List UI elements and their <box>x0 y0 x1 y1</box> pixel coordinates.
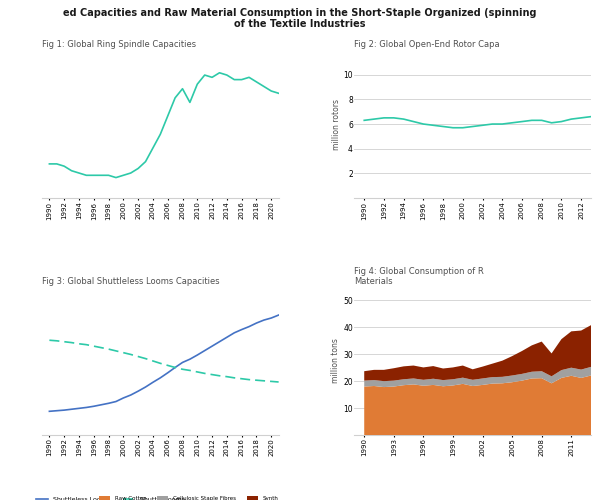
Shuttle Looms <box>46 337 53 343</box>
Shuttleless Looms <box>134 388 142 394</box>
Shuttle Looms <box>120 350 127 356</box>
Shuttle Looms <box>61 338 68 344</box>
Shuttle Looms <box>268 378 275 384</box>
Shuttle Looms <box>253 377 260 383</box>
Shuttle Looms <box>98 344 105 350</box>
Shuttleless Looms <box>275 312 282 318</box>
Shuttleless Looms <box>127 392 134 398</box>
Shuttleless Looms <box>164 370 172 376</box>
Shuttle Looms <box>223 374 230 380</box>
Shuttleless Looms <box>238 326 245 332</box>
Shuttle Looms <box>238 376 245 382</box>
Shuttle Looms <box>201 370 208 376</box>
Shuttle Looms <box>134 354 142 360</box>
Text: Fig 4: Global Consumption of R
Materials: Fig 4: Global Consumption of R Materials <box>355 266 484 286</box>
Shuttleless Looms <box>194 352 201 358</box>
Shuttleless Looms <box>230 330 238 336</box>
Shuttle Looms <box>230 375 238 381</box>
Shuttleless Looms <box>142 384 149 390</box>
Shuttleless Looms <box>208 343 215 349</box>
Shuttle Looms <box>76 341 83 347</box>
Shuttle Looms <box>275 379 282 385</box>
Shuttleless Looms <box>253 320 260 326</box>
Shuttle Looms <box>216 373 223 379</box>
Shuttle Looms <box>112 348 119 354</box>
Y-axis label: million tons: million tons <box>331 338 340 384</box>
Shuttleless Looms <box>201 348 208 354</box>
Shuttle Looms <box>260 378 268 384</box>
Shuttleless Looms <box>245 324 253 330</box>
Shuttleless Looms <box>83 404 90 410</box>
Text: Fig 1: Global Ring Spindle Capacities: Fig 1: Global Ring Spindle Capacities <box>42 40 196 49</box>
Shuttle Looms <box>90 343 97 349</box>
Y-axis label: million rotors: million rotors <box>332 98 341 150</box>
Shuttleless Looms <box>157 375 164 381</box>
Shuttle Looms <box>172 364 179 370</box>
Shuttleless Looms <box>268 315 275 321</box>
Shuttleless Looms <box>260 317 268 323</box>
Shuttleless Looms <box>76 406 83 411</box>
Shuttle Looms <box>208 372 215 378</box>
Shuttle Looms <box>186 368 193 374</box>
Shuttleless Looms <box>179 360 186 366</box>
Shuttleless Looms <box>186 356 193 362</box>
Legend: Shuttleless Looms, Shuttle Looms: Shuttleless Looms, Shuttle Looms <box>33 494 188 500</box>
Shuttleless Looms <box>46 408 53 414</box>
Shuttleless Looms <box>61 407 68 413</box>
Shuttle Looms <box>83 342 90 347</box>
Shuttle Looms <box>194 369 201 375</box>
Shuttle Looms <box>142 356 149 362</box>
Line: Shuttleless Looms: Shuttleless Looms <box>49 315 278 412</box>
Shuttleless Looms <box>98 402 105 408</box>
Shuttleless Looms <box>68 406 75 412</box>
Shuttleless Looms <box>149 380 157 386</box>
Shuttleless Looms <box>112 398 119 404</box>
Text: ed Capacities and Raw Material Consumption in the Short-Staple Organized (spinni: ed Capacities and Raw Material Consumpti… <box>63 8 537 18</box>
Shuttle Looms <box>164 362 172 368</box>
Shuttle Looms <box>105 346 112 352</box>
Shuttleless Looms <box>53 408 61 414</box>
Line: Shuttle Looms: Shuttle Looms <box>49 340 278 382</box>
Text: Fig 3: Global Shuttleless Looms Capacities: Fig 3: Global Shuttleless Looms Capaciti… <box>42 277 220 286</box>
Shuttle Looms <box>157 360 164 366</box>
Shuttle Looms <box>127 352 134 358</box>
Shuttle Looms <box>68 340 75 345</box>
Shuttleless Looms <box>216 338 223 344</box>
Shuttle Looms <box>179 366 186 372</box>
Shuttleless Looms <box>172 364 179 370</box>
Legend: Raw Cotton, Cellulosic Staple Fibres, Synth: Raw Cotton, Cellulosic Staple Fibres, Sy… <box>97 494 281 500</box>
Text: Fig 2: Global Open-End Rotor Capa: Fig 2: Global Open-End Rotor Capa <box>355 40 500 49</box>
Shuttle Looms <box>53 338 61 344</box>
Shuttleless Looms <box>105 400 112 406</box>
Shuttleless Looms <box>223 334 230 340</box>
Shuttleless Looms <box>120 395 127 401</box>
Shuttleless Looms <box>90 404 97 409</box>
Shuttle Looms <box>245 376 253 382</box>
Text: of the Textile Industries: of the Textile Industries <box>234 19 366 29</box>
Shuttle Looms <box>149 358 157 364</box>
